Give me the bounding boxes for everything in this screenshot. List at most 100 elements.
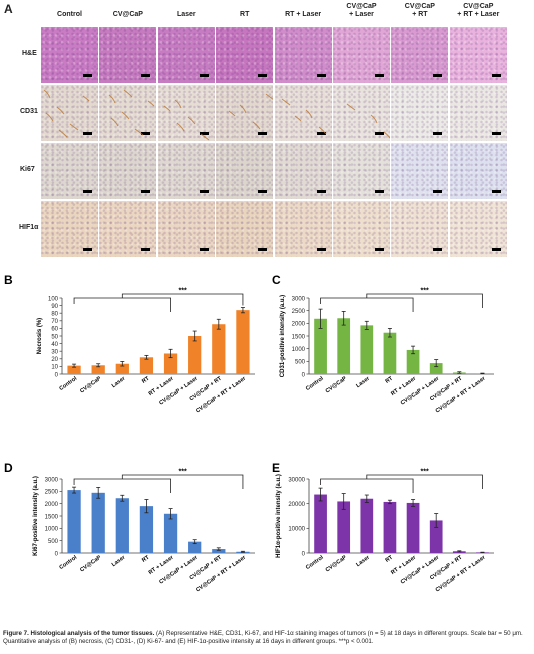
- category-label: Control: [305, 375, 325, 392]
- stain-image-tile: [274, 143, 332, 199]
- y-tick-label: 1500: [45, 514, 59, 520]
- bar: [91, 365, 105, 374]
- scale-bar: [491, 132, 501, 135]
- significance-marker: ***: [421, 288, 429, 295]
- category-label: Control: [58, 375, 78, 392]
- bar: [429, 363, 443, 374]
- scale-bar: [375, 74, 384, 77]
- bar: [115, 498, 129, 553]
- bar: [383, 332, 397, 374]
- y-tick-label: 3000: [45, 477, 59, 483]
- stain-image-tile: [157, 201, 215, 257]
- y-tick-label: 2000: [292, 322, 306, 328]
- panel-letter: C: [272, 273, 281, 287]
- scale-bar: [199, 190, 209, 193]
- caption-label: Figure 7. Histological analysis of the t…: [3, 630, 155, 637]
- y-tick-label: 100: [48, 296, 59, 302]
- stain-image-tile: [391, 201, 449, 257]
- y-tick-label: 2500: [292, 309, 306, 315]
- scale-bar: [141, 190, 151, 193]
- scale-bar: [433, 248, 443, 251]
- column-header: CV@CaP + Laser: [346, 3, 377, 18]
- column-header: CV@CaP: [112, 11, 143, 18]
- stain-image-tile: [274, 27, 332, 83]
- y-tick-label: 90: [51, 304, 58, 310]
- stain-image-tile: [41, 143, 98, 199]
- significance-bracket: [121, 293, 244, 306]
- y-tick-label: 60: [51, 327, 58, 333]
- stain-image-tile: [41, 27, 98, 83]
- bar: [115, 363, 129, 374]
- category-label: Laser: [111, 375, 127, 389]
- significance-bracket: [73, 297, 171, 312]
- category-label: CV@CaP + Laser: [400, 375, 441, 406]
- scale-bar: [316, 190, 326, 193]
- bar: [67, 365, 81, 374]
- bar: [163, 513, 178, 553]
- significance-marker: ***: [421, 469, 429, 476]
- scale-bar: [199, 74, 209, 77]
- figure-caption: Figure 7. Histological analysis of the t…: [3, 630, 531, 646]
- stain-image-tile: [274, 201, 332, 257]
- stain-image-tile: [157, 143, 215, 199]
- stain-image-tile: [216, 201, 274, 257]
- scale-bar: [199, 132, 209, 135]
- vessel-staining: [163, 99, 210, 141]
- y-tick-label: 0: [55, 551, 59, 557]
- stain-image-tile: [157, 27, 215, 83]
- y-tick-label: 20000: [288, 502, 305, 508]
- scale-bar: [199, 248, 209, 251]
- scale-bar: [83, 74, 92, 77]
- category-label: RT: [385, 554, 395, 564]
- y-axis-label: Ki67-positive intensity (a.u.): [33, 476, 39, 556]
- stain-image-tile: [216, 27, 274, 83]
- bar: [360, 498, 374, 553]
- vessel-staining: [228, 93, 274, 130]
- significance-bracket: [366, 474, 483, 489]
- y-axis-label: HIF1α-positive intensity (a.u.): [276, 474, 282, 558]
- scale-bar: [433, 132, 443, 135]
- scale-bar: [83, 190, 92, 193]
- y-tick-label: 10: [51, 365, 58, 371]
- stain-image-tile: [391, 85, 449, 141]
- stain-image-tile: [99, 85, 157, 141]
- y-tick-label: 40: [51, 342, 58, 348]
- column-header: Laser: [176, 11, 196, 18]
- scale-bar: [375, 248, 384, 251]
- bar: [188, 336, 202, 374]
- y-tick-label: 70: [51, 319, 58, 325]
- stain-image-tile: [391, 27, 449, 83]
- y-tick-label: 1500: [292, 334, 306, 340]
- row-header: HIF1α: [19, 224, 39, 231]
- scale-bar: [316, 132, 326, 135]
- stain-image-tile: [333, 201, 390, 257]
- chart-panel-d: D 0 500 1000 1500 2000 2500 3000 Ki67-positive i…: [4, 461, 255, 594]
- scale-bar: [258, 248, 268, 251]
- bar: [337, 501, 351, 553]
- scale-bar: [433, 190, 443, 193]
- bar: [212, 324, 226, 374]
- vessel-staining: [43, 89, 90, 138]
- significance-bracket: [320, 478, 414, 493]
- category-label: Laser: [355, 554, 371, 568]
- stain-image-tile: [449, 27, 507, 83]
- y-tick-label: 500: [295, 360, 306, 366]
- bar: [429, 520, 443, 553]
- row-header: Ki67: [20, 166, 35, 173]
- category-label: Laser: [111, 554, 127, 568]
- y-tick-label: 3000: [292, 296, 306, 302]
- scale-bar: [258, 190, 268, 193]
- category-label: CV@CaP: [79, 376, 102, 395]
- category-label: CV@CaP: [79, 555, 102, 574]
- y-tick-label: 0: [302, 551, 306, 557]
- scale-bar: [491, 248, 501, 251]
- scale-bar: [375, 132, 384, 135]
- scale-bar: [141, 248, 151, 251]
- vessel-staining: [281, 98, 326, 135]
- y-tick-label: 1000: [292, 347, 306, 353]
- panel-letter-a: A: [4, 2, 13, 16]
- scale-bar: [141, 74, 151, 77]
- scale-bar: [316, 248, 326, 251]
- y-tick-label: 0: [302, 372, 306, 378]
